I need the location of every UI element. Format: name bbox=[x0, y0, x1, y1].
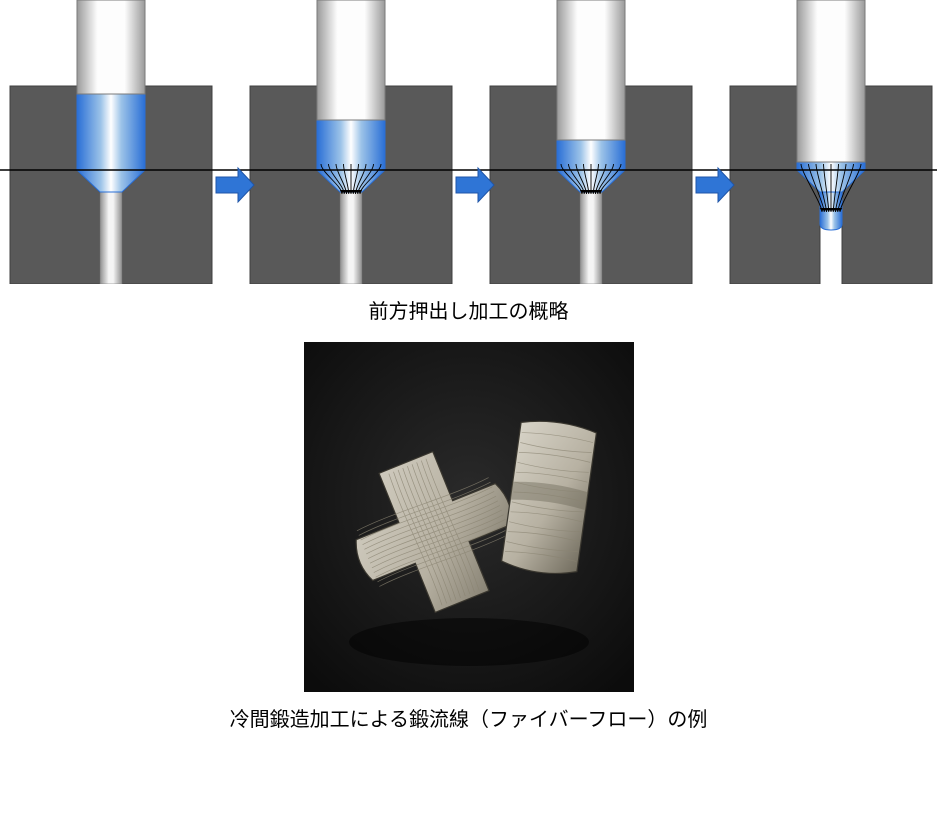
extrusion-sequence-svg bbox=[0, 0, 937, 284]
fiber-flow-svg bbox=[304, 342, 634, 692]
figure2-caption: 冷間鍛造加工による鍛流線（ファイバーフロー）の例 bbox=[0, 703, 937, 732]
extrusion-sequence-figure bbox=[0, 0, 937, 289]
fiber-flow-photo-placeholder bbox=[304, 342, 634, 697]
figure1-caption: 前方押出し加工の概略 bbox=[0, 295, 937, 324]
